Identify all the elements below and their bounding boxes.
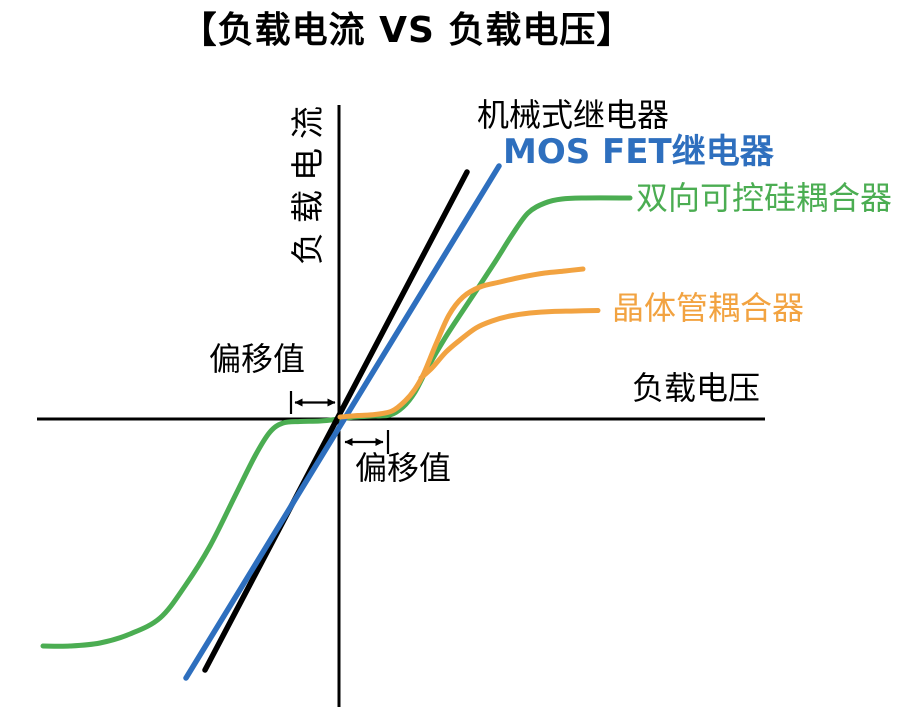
legend-mosfet-relay: MOS FET继电器 bbox=[503, 132, 774, 172]
curve-mechanical-relay bbox=[202, 169, 470, 673]
curve-mosfet-relay bbox=[183, 163, 502, 681]
curve-transistor-coupler-lower bbox=[418, 308, 601, 381]
offset-label-left: 偏移值 bbox=[209, 340, 306, 378]
legend-mechanical-relay: 机械式继电器 bbox=[477, 96, 670, 134]
legend-triac-coupler: 双向可控硅耦合器 bbox=[636, 179, 893, 217]
legend-transistor-coupler: 晶体管耦合器 bbox=[612, 289, 805, 327]
chart-title: 【负载电流 VS 负载电压】 bbox=[180, 10, 634, 51]
offset-label-right: 偏移值 bbox=[355, 449, 452, 487]
y-axis-label: 负载电流 bbox=[288, 96, 328, 265]
x-axis-label: 负载电压 bbox=[632, 369, 761, 407]
curve-transistor-coupler-upper bbox=[337, 266, 586, 420]
